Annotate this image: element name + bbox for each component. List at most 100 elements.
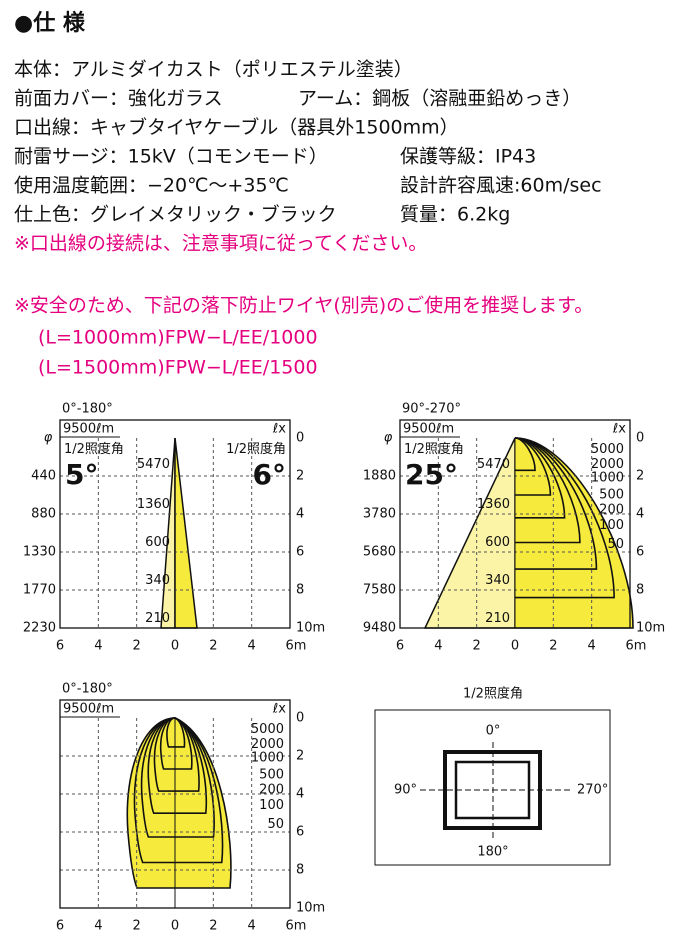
x-label: 2 [473,639,481,654]
right-label: 8 [636,583,644,598]
isolux-label: 200 [259,783,284,798]
isolux-curve [133,717,224,864]
right-label: 0 [296,711,304,726]
beam-label: 340 [485,573,510,588]
right-label: 0 [636,431,644,446]
isolux-curve [159,717,193,770]
unit: ℓx [612,422,626,437]
spec-line: 設計許容風速:60m/sec [400,175,602,197]
isolux-label: 100 [599,518,624,533]
half-angle: 6° [253,458,286,491]
isolux-label: 5000 [591,442,624,457]
x-label: 0 [511,639,519,654]
beam-label: 210 [145,611,170,626]
x-label: 0 [171,919,179,934]
right-label: 2 [636,469,644,484]
note: ※安全のため、下記の落下防止ワイヤ(別売)のご使用を推奨します。 [14,295,593,317]
left-label: 5680 [363,545,396,560]
spec-line: 本体：アルミダイカスト（ポリエステル塗装） [14,58,413,81]
half-angle-label: 1/2照度角 [226,441,286,457]
beam-label: 5470 [477,457,510,472]
isolux-label: 1000 [591,470,624,485]
left-label: 1330 [23,545,56,560]
angle-label: 270° [577,783,608,798]
left-label: 440 [31,469,56,484]
angle-label: 180° [477,845,508,860]
right-label: 2 [296,469,304,484]
isolux-curve [153,717,200,792]
right-label: 0 [296,431,304,446]
isolux-label: 200 [599,503,624,518]
isolux-label: 50 [607,537,624,552]
flux: 9500ℓm [63,422,114,437]
half-angle: 5° [65,458,98,491]
spec-line: 使用温度範囲：−20℃〜+35℃ [14,175,289,197]
spec-line: 質量：6.2kg [400,204,510,226]
spec-line: 前面カバー：強化ガラス [14,88,223,110]
isolux-label: 50 [267,817,284,832]
beam-label: 600 [485,535,510,550]
note: (L=1000mm)FPW−L/EE/1000 [38,327,318,349]
note: (L=1500mm)FPW−L/EE/1500 [38,357,318,379]
x-label: 2 [209,919,217,934]
right-label: 6 [296,825,304,840]
spec-line: アーム：鋼板（溶融亜鉛めっき） [298,88,581,110]
diagram-title: 0°-180° [62,682,113,697]
x-label: 2 [549,639,557,654]
angle-label: 90° [394,783,417,798]
spec-line: 仕上色：グレイメタリック・ブラック [14,203,337,226]
left-label: 2230 [23,621,56,636]
diagram-box [399,419,631,629]
right-label: 4 [296,787,304,802]
x-label: 4 [248,639,256,654]
isolux-label: 100 [259,798,284,813]
isolux-label: 1000 [251,750,284,765]
x-label: 4 [434,639,442,654]
phi: φ [44,431,53,446]
left-label: 1880 [363,469,396,484]
right-label: 10m [296,621,325,636]
x-label: 6m [626,639,647,654]
isolux-label: 2000 [251,737,284,752]
note: ※口出線の接続は、注意事項に従ってください。 [14,233,427,255]
isolux-curve [166,717,186,748]
isolux-label: 500 [259,768,284,783]
x-label: 4 [94,919,102,934]
flux: 9500ℓm [403,422,454,437]
x-label: 6 [56,639,64,654]
x-label: 2 [209,639,217,654]
left-label: 880 [31,507,56,522]
x-label: 4 [94,639,102,654]
beam-label: 1360 [477,497,510,512]
angle-label: 0° [486,724,501,739]
left-label: 3780 [363,507,396,522]
half-angle: 25° [405,458,458,491]
half-angle-label: 1/2照度角 [404,441,464,457]
beam-label: 600 [145,535,170,550]
right-label: 4 [636,507,644,522]
title: ●仕 様 [14,10,86,36]
right-label: 6 [636,545,644,560]
x-label: 4 [588,639,596,654]
x-label: 2 [133,919,141,934]
right-label: 4 [296,507,304,522]
x-label: 6m [286,639,307,654]
right-label: 8 [296,863,304,878]
beam-label: 1360 [137,497,170,512]
right-label: 10m [296,901,325,916]
right-label: 10m [636,621,665,636]
fixture-title: 1/2照度角 [463,686,523,702]
unit: ℓx [272,422,286,437]
diagram-title: 0°-180° [62,402,113,417]
beam-label: 5470 [137,457,170,472]
isolux-label: 2000 [591,457,624,472]
unit: ℓx [272,702,286,717]
right-label: 8 [296,583,304,598]
diagram-box [59,699,291,909]
beam-right [174,437,198,629]
x-label: 6 [56,919,64,934]
beam-label: 340 [145,573,170,588]
half-angle-label: 1/2照度角 [64,441,124,457]
x-label: 2 [133,639,141,654]
